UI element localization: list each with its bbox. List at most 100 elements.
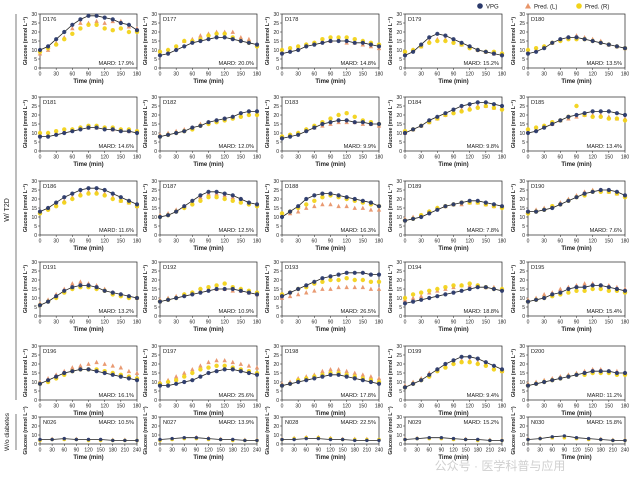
y-tick-label: 10 xyxy=(151,131,157,137)
data-point xyxy=(190,198,195,203)
x-axis-label: Time (min) xyxy=(315,246,345,252)
x-tick-label: 150 xyxy=(461,448,470,454)
x-axis-label: Time (min) xyxy=(315,411,345,417)
x-axis-label: Time (min) xyxy=(561,327,591,333)
data-point xyxy=(360,270,365,275)
data-point xyxy=(566,374,571,379)
data-point xyxy=(118,26,124,31)
data-point xyxy=(582,285,587,290)
data-point xyxy=(94,22,99,27)
x-tick-label: 120 xyxy=(220,320,229,326)
data-point xyxy=(542,295,547,301)
y-tick-label: 25 xyxy=(31,104,37,110)
y-axis-label: Glucose (mmol L⁻¹) xyxy=(388,265,394,314)
mard-label: MARD: 13.4% xyxy=(587,144,622,150)
data-point xyxy=(37,303,43,308)
y-tick-label: 0 xyxy=(154,398,157,404)
x-tick-label: 120 xyxy=(465,320,474,326)
data-point xyxy=(614,189,620,194)
x-tick-label: 120 xyxy=(100,155,109,161)
data-point xyxy=(352,196,357,202)
x-tick-label: 120 xyxy=(84,448,93,454)
data-point xyxy=(606,42,611,47)
data-point xyxy=(328,35,333,40)
data-point xyxy=(590,114,595,120)
data-point xyxy=(102,127,107,132)
x-tick-label: 30 xyxy=(53,72,59,78)
data-point xyxy=(368,42,374,47)
data-point xyxy=(491,363,497,368)
data-point xyxy=(70,365,75,370)
data-point xyxy=(287,290,293,295)
y-tick-label: 30 xyxy=(31,415,37,421)
data-point xyxy=(238,369,243,374)
y-axis-label: Glucose (mmol L⁻¹) xyxy=(511,265,517,314)
data-point xyxy=(328,437,333,442)
data-point xyxy=(304,129,309,134)
data-point xyxy=(344,35,349,40)
y-tick-label: 5 xyxy=(276,389,279,395)
x-tick-label: 0 xyxy=(404,72,407,78)
data-point xyxy=(110,372,115,377)
mard-label: MARD: 14.6% xyxy=(99,144,134,150)
data-point xyxy=(336,284,341,290)
x-tick-label: 150 xyxy=(338,448,347,454)
x-tick-label: 150 xyxy=(482,72,491,78)
data-point xyxy=(499,288,505,293)
data-point xyxy=(214,118,219,123)
y-tick-label: 15 xyxy=(519,122,525,128)
y-tick-label: 0 xyxy=(522,442,525,448)
data-point xyxy=(376,204,382,209)
data-point xyxy=(451,202,456,207)
y-tick-label: 5 xyxy=(399,389,402,395)
data-point xyxy=(475,356,480,361)
data-point xyxy=(78,279,83,284)
y-tick-label: 25 xyxy=(151,353,157,359)
y-tick-label: 15 xyxy=(31,206,37,212)
data-point xyxy=(231,437,235,442)
x-tick-label: 30 xyxy=(291,448,297,454)
data-point xyxy=(336,366,341,372)
x-tick-label: 0 xyxy=(159,155,162,161)
y-axis-label: Glucose (mmol L⁻¹) xyxy=(511,349,517,398)
y-tick-label: 5 xyxy=(522,224,525,230)
data-point xyxy=(542,46,547,51)
series-vpg xyxy=(525,109,628,136)
data-point xyxy=(491,51,497,56)
mard-label: MARD: 13.5% xyxy=(587,61,622,67)
series-vpg xyxy=(157,35,260,58)
data-point xyxy=(135,438,139,443)
x-tick-label: 150 xyxy=(605,72,614,78)
x-tick-label: 60 xyxy=(558,239,564,245)
data-point xyxy=(230,29,235,34)
data-point xyxy=(246,40,252,45)
data-point xyxy=(491,202,497,207)
data-point xyxy=(368,272,374,277)
data-point xyxy=(279,383,285,388)
x-tick-label: 30 xyxy=(541,155,547,161)
x-tick-label: 150 xyxy=(584,448,593,454)
chart-panel: 0 5 10 15 20 25 30 0 30 60 90 120 150 180 Time (min) Gl… xyxy=(23,12,141,85)
y-tick-label: 0 xyxy=(276,66,279,72)
data-point xyxy=(435,286,440,292)
x-tick-label: 210 xyxy=(241,448,250,454)
data-point xyxy=(304,283,309,288)
data-point xyxy=(435,367,440,372)
y-tick-label: 30 xyxy=(151,12,157,18)
data-point xyxy=(352,205,357,210)
data-point xyxy=(37,381,43,386)
data-point xyxy=(70,25,75,31)
data-point xyxy=(574,288,579,293)
x-tick-label: 30 xyxy=(53,320,59,326)
panel-id: D184 xyxy=(408,100,421,106)
x-tick-label: 90 xyxy=(451,320,457,326)
x-tick-label: 180 xyxy=(498,155,507,161)
series-vpg xyxy=(525,369,628,388)
y-tick-label: 25 xyxy=(519,104,525,110)
y-tick-label: 10 xyxy=(151,380,157,386)
x-tick-label: 210 xyxy=(486,448,495,454)
x-tick-label: 90 xyxy=(451,239,457,245)
y-tick-label: 15 xyxy=(151,371,157,377)
data-point xyxy=(499,204,505,209)
y-tick-label: 20 xyxy=(519,197,525,203)
